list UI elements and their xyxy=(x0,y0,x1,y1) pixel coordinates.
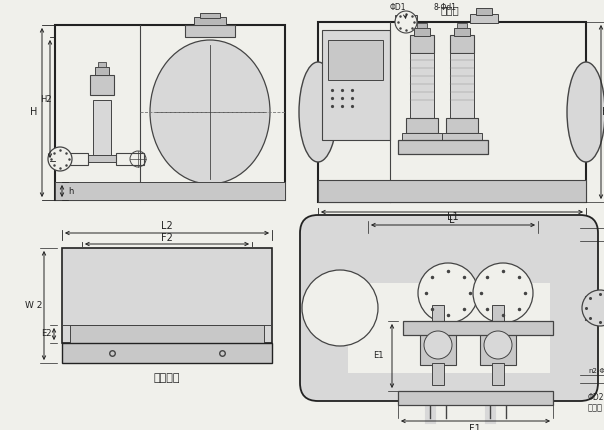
Text: E2: E2 xyxy=(40,329,51,338)
Bar xyxy=(446,118,478,133)
Bar xyxy=(410,53,434,118)
Bar xyxy=(476,8,492,15)
Text: F1: F1 xyxy=(469,424,481,430)
Bar xyxy=(98,62,106,67)
Ellipse shape xyxy=(567,62,604,162)
Bar xyxy=(585,296,604,320)
Circle shape xyxy=(395,11,417,33)
Bar xyxy=(454,28,470,36)
Text: 进水口: 进水口 xyxy=(441,5,460,15)
Bar xyxy=(185,25,235,37)
Text: ΦD1: ΦD1 xyxy=(390,3,406,12)
Bar xyxy=(420,325,456,365)
Bar xyxy=(90,75,114,95)
Bar xyxy=(492,363,504,385)
Bar xyxy=(450,53,474,118)
Bar xyxy=(470,14,498,23)
Bar xyxy=(403,321,553,335)
Bar xyxy=(55,153,88,165)
Text: ΦD2: ΦD2 xyxy=(588,393,604,402)
Text: L2: L2 xyxy=(161,221,173,231)
Circle shape xyxy=(484,331,512,359)
Bar xyxy=(70,325,264,343)
Bar xyxy=(88,155,116,162)
Bar xyxy=(62,248,272,343)
Circle shape xyxy=(418,263,478,323)
Bar xyxy=(414,28,430,36)
Circle shape xyxy=(302,270,378,346)
Bar xyxy=(318,180,586,202)
Text: 8-Φd1: 8-Φd1 xyxy=(434,3,457,12)
Text: h: h xyxy=(68,187,74,196)
Text: F2: F2 xyxy=(161,233,173,243)
Bar xyxy=(410,35,434,53)
Ellipse shape xyxy=(150,40,270,184)
Circle shape xyxy=(424,331,452,359)
Text: n2-Φd2: n2-Φd2 xyxy=(588,368,604,374)
Bar xyxy=(402,133,442,141)
Circle shape xyxy=(473,263,533,323)
Bar xyxy=(398,391,553,405)
Bar xyxy=(480,325,516,365)
Bar xyxy=(395,15,417,23)
Ellipse shape xyxy=(299,62,337,162)
Bar xyxy=(55,25,285,200)
Bar xyxy=(200,13,220,18)
Bar xyxy=(95,67,109,75)
Bar xyxy=(492,305,504,325)
FancyBboxPatch shape xyxy=(300,215,598,401)
Bar xyxy=(322,30,390,140)
Bar xyxy=(457,23,467,28)
Text: 控制柜底: 控制柜底 xyxy=(154,373,180,383)
Text: E1: E1 xyxy=(373,351,384,360)
Bar xyxy=(62,343,272,363)
Text: H2: H2 xyxy=(40,95,52,104)
Bar xyxy=(417,23,427,28)
Bar xyxy=(442,133,482,141)
Text: L1: L1 xyxy=(447,212,459,222)
Circle shape xyxy=(582,290,604,326)
Bar xyxy=(318,22,586,202)
Text: 出水口: 出水口 xyxy=(588,403,603,412)
Bar xyxy=(432,363,444,385)
Bar xyxy=(398,140,488,154)
Bar xyxy=(55,182,285,200)
Bar xyxy=(406,118,438,133)
Text: L: L xyxy=(449,215,455,225)
Bar xyxy=(348,283,550,373)
Bar xyxy=(194,17,226,25)
Bar xyxy=(450,35,474,53)
Text: H: H xyxy=(30,107,37,117)
Bar xyxy=(328,40,383,80)
Bar xyxy=(432,305,444,325)
Bar xyxy=(93,100,111,155)
Text: W 2: W 2 xyxy=(25,301,43,310)
Bar xyxy=(116,153,144,165)
Text: H1: H1 xyxy=(602,107,604,117)
Circle shape xyxy=(48,147,72,171)
